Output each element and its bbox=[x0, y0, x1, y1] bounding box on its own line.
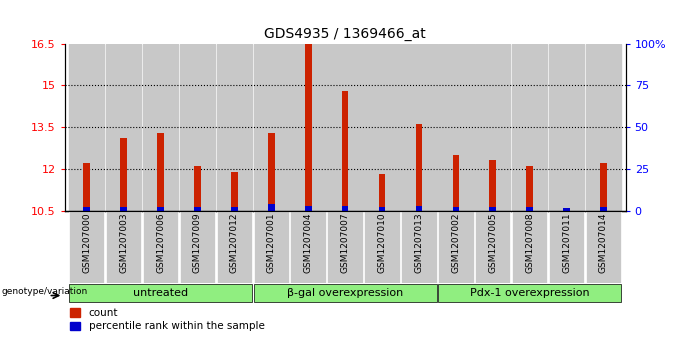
Bar bbox=[600, 163, 607, 211]
Title: GDS4935 / 1369466_at: GDS4935 / 1369466_at bbox=[265, 27, 426, 41]
Bar bbox=[254, 44, 289, 211]
Bar bbox=[180, 44, 215, 211]
Bar bbox=[600, 207, 607, 211]
Bar bbox=[217, 44, 252, 211]
Bar bbox=[415, 124, 422, 211]
Bar bbox=[327, 211, 363, 283]
Bar bbox=[379, 174, 386, 211]
Bar bbox=[194, 166, 201, 211]
Text: GSM1207005: GSM1207005 bbox=[488, 213, 497, 273]
Bar bbox=[452, 155, 459, 211]
Bar bbox=[268, 132, 275, 211]
Text: GSM1207014: GSM1207014 bbox=[599, 213, 608, 273]
Bar bbox=[254, 211, 289, 283]
Legend: count, percentile rank within the sample: count, percentile rank within the sample bbox=[70, 308, 265, 331]
Bar bbox=[305, 44, 311, 211]
Text: genotype/variation: genotype/variation bbox=[1, 287, 88, 295]
Bar bbox=[106, 211, 141, 283]
Bar bbox=[512, 44, 547, 211]
Bar bbox=[415, 206, 422, 211]
Bar bbox=[254, 284, 437, 302]
Bar bbox=[217, 211, 252, 283]
Bar bbox=[157, 132, 164, 211]
Bar bbox=[438, 211, 473, 283]
Bar bbox=[231, 207, 238, 211]
Bar bbox=[180, 211, 215, 283]
Bar bbox=[452, 207, 459, 211]
Text: GSM1207001: GSM1207001 bbox=[267, 213, 276, 273]
Bar bbox=[364, 44, 400, 211]
Bar bbox=[327, 44, 363, 211]
Bar bbox=[84, 163, 90, 211]
Bar bbox=[157, 207, 164, 211]
Bar bbox=[290, 44, 326, 211]
Text: GSM1207007: GSM1207007 bbox=[341, 213, 350, 273]
Text: Pdx-1 overexpression: Pdx-1 overexpression bbox=[470, 288, 590, 298]
Bar bbox=[475, 211, 511, 283]
Bar bbox=[490, 160, 496, 211]
Bar bbox=[69, 284, 252, 302]
Text: GSM1207003: GSM1207003 bbox=[119, 213, 128, 273]
Text: GSM1207008: GSM1207008 bbox=[525, 213, 534, 273]
Text: GSM1207002: GSM1207002 bbox=[452, 213, 460, 273]
Bar bbox=[69, 44, 105, 211]
Text: GSM1207009: GSM1207009 bbox=[193, 213, 202, 273]
Bar bbox=[401, 44, 437, 211]
Bar bbox=[84, 207, 90, 211]
Bar bbox=[401, 211, 437, 283]
Bar bbox=[69, 211, 105, 283]
Bar bbox=[379, 207, 386, 211]
Bar bbox=[342, 205, 348, 211]
Bar bbox=[364, 211, 400, 283]
Bar bbox=[585, 211, 621, 283]
Bar bbox=[549, 211, 584, 283]
Bar bbox=[106, 44, 141, 211]
Text: GSM1207006: GSM1207006 bbox=[156, 213, 165, 273]
Bar bbox=[475, 44, 511, 211]
Bar bbox=[143, 211, 178, 283]
Bar bbox=[563, 208, 570, 211]
Bar bbox=[526, 166, 533, 211]
Bar bbox=[194, 207, 201, 211]
Text: GSM1207004: GSM1207004 bbox=[304, 213, 313, 273]
Text: β-gal overexpression: β-gal overexpression bbox=[287, 288, 403, 298]
Bar bbox=[563, 208, 570, 211]
Bar bbox=[438, 44, 473, 211]
Text: GSM1207012: GSM1207012 bbox=[230, 213, 239, 273]
Bar bbox=[268, 204, 275, 211]
Text: GSM1207011: GSM1207011 bbox=[562, 213, 571, 273]
Bar bbox=[438, 284, 621, 302]
Bar bbox=[526, 207, 533, 211]
Bar bbox=[585, 44, 621, 211]
Bar bbox=[120, 138, 127, 211]
Text: GSM1207010: GSM1207010 bbox=[377, 213, 386, 273]
Bar bbox=[120, 207, 127, 211]
Bar bbox=[490, 207, 496, 211]
Bar bbox=[231, 172, 238, 211]
Bar bbox=[290, 211, 326, 283]
Text: untreated: untreated bbox=[133, 288, 188, 298]
Text: GSM1207000: GSM1207000 bbox=[82, 213, 91, 273]
Bar bbox=[143, 44, 178, 211]
Bar bbox=[342, 91, 348, 211]
Text: GSM1207013: GSM1207013 bbox=[414, 213, 424, 273]
Bar bbox=[512, 211, 547, 283]
Bar bbox=[305, 205, 311, 211]
Bar bbox=[549, 44, 584, 211]
